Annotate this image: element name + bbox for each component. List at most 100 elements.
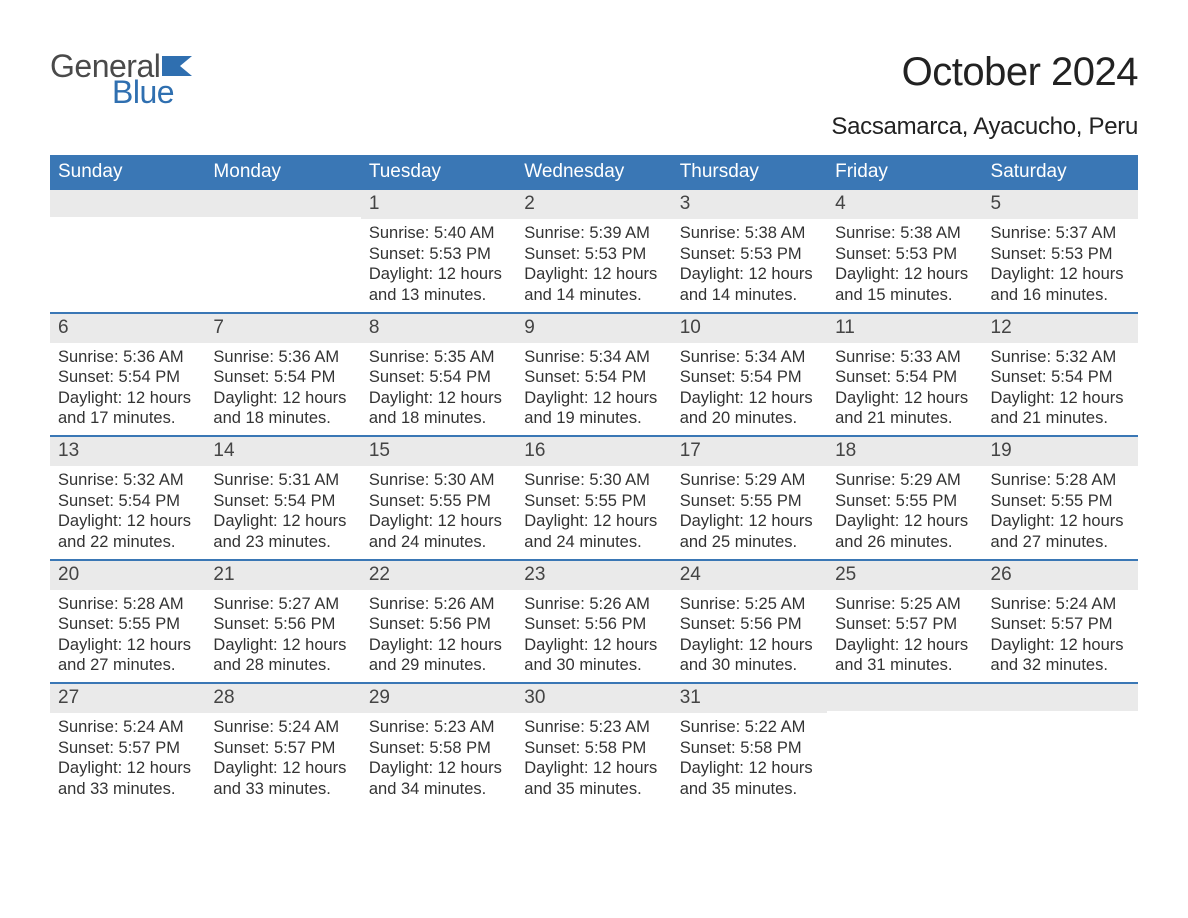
day-number: 14 [205,437,360,466]
day-body: Sunrise: 5:27 AMSunset: 5:56 PMDaylight:… [205,590,360,683]
day-number: 27 [50,684,205,713]
day-sunset: Sunset: 5:53 PM [835,244,974,265]
day-daylight1: Daylight: 12 hours [58,511,197,532]
day-body: Sunrise: 5:29 AMSunset: 5:55 PMDaylight:… [672,466,827,559]
day-sunrise: Sunrise: 5:34 AM [524,347,663,368]
day-number: 6 [50,314,205,343]
day-sunset: Sunset: 5:58 PM [369,738,508,759]
day-number: 22 [361,561,516,590]
day-sunrise: Sunrise: 5:28 AM [58,594,197,615]
calendar-week: 6Sunrise: 5:36 AMSunset: 5:54 PMDaylight… [50,312,1138,436]
day-daylight2: and 27 minutes. [58,655,197,676]
calendar-day: 16Sunrise: 5:30 AMSunset: 5:55 PMDayligh… [516,437,671,559]
weekday-header: Tuesday [361,155,516,190]
calendar-week: 27Sunrise: 5:24 AMSunset: 5:57 PMDayligh… [50,682,1138,806]
day-daylight2: and 28 minutes. [213,655,352,676]
day-body: Sunrise: 5:25 AMSunset: 5:57 PMDaylight:… [827,590,982,683]
day-daylight1: Daylight: 12 hours [680,388,819,409]
calendar-day: 4Sunrise: 5:38 AMSunset: 5:53 PMDaylight… [827,190,982,312]
day-daylight1: Daylight: 12 hours [835,264,974,285]
day-body: Sunrise: 5:39 AMSunset: 5:53 PMDaylight:… [516,219,671,312]
day-number: 1 [361,190,516,219]
day-number: 29 [361,684,516,713]
day-daylight1: Daylight: 12 hours [835,511,974,532]
calendar-week: 20Sunrise: 5:28 AMSunset: 5:55 PMDayligh… [50,559,1138,683]
day-sunrise: Sunrise: 5:28 AM [991,470,1130,491]
calendar-day: 17Sunrise: 5:29 AMSunset: 5:55 PMDayligh… [672,437,827,559]
calendar-day [205,190,360,312]
location: Sacsamarca, Ayacucho, Peru [831,113,1138,141]
day-sunrise: Sunrise: 5:24 AM [991,594,1130,615]
day-sunset: Sunset: 5:54 PM [213,367,352,388]
day-body: Sunrise: 5:37 AMSunset: 5:53 PMDaylight:… [983,219,1138,312]
day-sunrise: Sunrise: 5:40 AM [369,223,508,244]
day-sunset: Sunset: 5:55 PM [369,491,508,512]
calendar-day: 9Sunrise: 5:34 AMSunset: 5:54 PMDaylight… [516,314,671,436]
day-daylight2: and 18 minutes. [213,408,352,429]
day-sunset: Sunset: 5:55 PM [58,614,197,635]
calendar-day: 29Sunrise: 5:23 AMSunset: 5:58 PMDayligh… [361,684,516,806]
day-body: Sunrise: 5:30 AMSunset: 5:55 PMDaylight:… [516,466,671,559]
calendar-day: 22Sunrise: 5:26 AMSunset: 5:56 PMDayligh… [361,561,516,683]
day-sunrise: Sunrise: 5:32 AM [991,347,1130,368]
calendar-week: 13Sunrise: 5:32 AMSunset: 5:54 PMDayligh… [50,435,1138,559]
day-daylight2: and 35 minutes. [680,779,819,800]
day-sunrise: Sunrise: 5:32 AM [58,470,197,491]
calendar-day: 15Sunrise: 5:30 AMSunset: 5:55 PMDayligh… [361,437,516,559]
day-sunrise: Sunrise: 5:23 AM [524,717,663,738]
weekday-header: Wednesday [516,155,671,190]
day-daylight2: and 23 minutes. [213,532,352,553]
day-number: 2 [516,190,671,219]
calendar-day: 19Sunrise: 5:28 AMSunset: 5:55 PMDayligh… [983,437,1138,559]
calendar-day [983,684,1138,806]
day-daylight1: Daylight: 12 hours [58,388,197,409]
day-body: Sunrise: 5:26 AMSunset: 5:56 PMDaylight:… [361,590,516,683]
weekday-header: Thursday [672,155,827,190]
calendar-day: 3Sunrise: 5:38 AMSunset: 5:53 PMDaylight… [672,190,827,312]
day-number: 4 [827,190,982,219]
calendar-day: 18Sunrise: 5:29 AMSunset: 5:55 PMDayligh… [827,437,982,559]
calendar-day: 7Sunrise: 5:36 AMSunset: 5:54 PMDaylight… [205,314,360,436]
day-sunrise: Sunrise: 5:27 AM [213,594,352,615]
day-number: 16 [516,437,671,466]
month-title: October 2024 [831,50,1138,95]
day-body: Sunrise: 5:25 AMSunset: 5:56 PMDaylight:… [672,590,827,683]
day-daylight2: and 14 minutes. [524,285,663,306]
day-number: 21 [205,561,360,590]
day-sunrise: Sunrise: 5:39 AM [524,223,663,244]
weekday-header: Sunday [50,155,205,190]
day-number: 25 [827,561,982,590]
day-sunset: Sunset: 5:53 PM [524,244,663,265]
day-body: Sunrise: 5:32 AMSunset: 5:54 PMDaylight:… [983,343,1138,436]
day-daylight2: and 15 minutes. [835,285,974,306]
day-daylight2: and 22 minutes. [58,532,197,553]
calendar-day: 11Sunrise: 5:33 AMSunset: 5:54 PMDayligh… [827,314,982,436]
title-block: October 2024 Sacsamarca, Ayacucho, Peru [831,50,1138,141]
day-number [50,190,205,217]
day-sunset: Sunset: 5:56 PM [213,614,352,635]
day-number: 9 [516,314,671,343]
day-daylight1: Daylight: 12 hours [991,388,1130,409]
day-body: Sunrise: 5:24 AMSunset: 5:57 PMDaylight:… [205,713,360,806]
day-number: 24 [672,561,827,590]
day-sunset: Sunset: 5:54 PM [524,367,663,388]
day-sunrise: Sunrise: 5:23 AM [369,717,508,738]
calendar-day [827,684,982,806]
calendar-day: 8Sunrise: 5:35 AMSunset: 5:54 PMDaylight… [361,314,516,436]
day-sunset: Sunset: 5:58 PM [524,738,663,759]
day-number: 30 [516,684,671,713]
day-sunset: Sunset: 5:55 PM [524,491,663,512]
calendar-day: 13Sunrise: 5:32 AMSunset: 5:54 PMDayligh… [50,437,205,559]
header: General Blue October 2024 Sacsamarca, Ay… [50,50,1138,141]
day-body: Sunrise: 5:23 AMSunset: 5:58 PMDaylight:… [516,713,671,806]
day-number [983,684,1138,711]
day-daylight2: and 31 minutes. [835,655,974,676]
day-sunset: Sunset: 5:55 PM [991,491,1130,512]
day-body: Sunrise: 5:35 AMSunset: 5:54 PMDaylight:… [361,343,516,436]
day-body: Sunrise: 5:26 AMSunset: 5:56 PMDaylight:… [516,590,671,683]
day-daylight1: Daylight: 12 hours [680,511,819,532]
day-sunrise: Sunrise: 5:29 AM [835,470,974,491]
weekday-header: Monday [205,155,360,190]
day-daylight2: and 20 minutes. [680,408,819,429]
day-sunrise: Sunrise: 5:38 AM [680,223,819,244]
